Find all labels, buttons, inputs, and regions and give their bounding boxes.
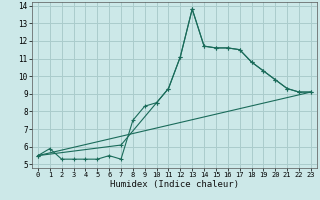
X-axis label: Humidex (Indice chaleur): Humidex (Indice chaleur) — [110, 180, 239, 189]
